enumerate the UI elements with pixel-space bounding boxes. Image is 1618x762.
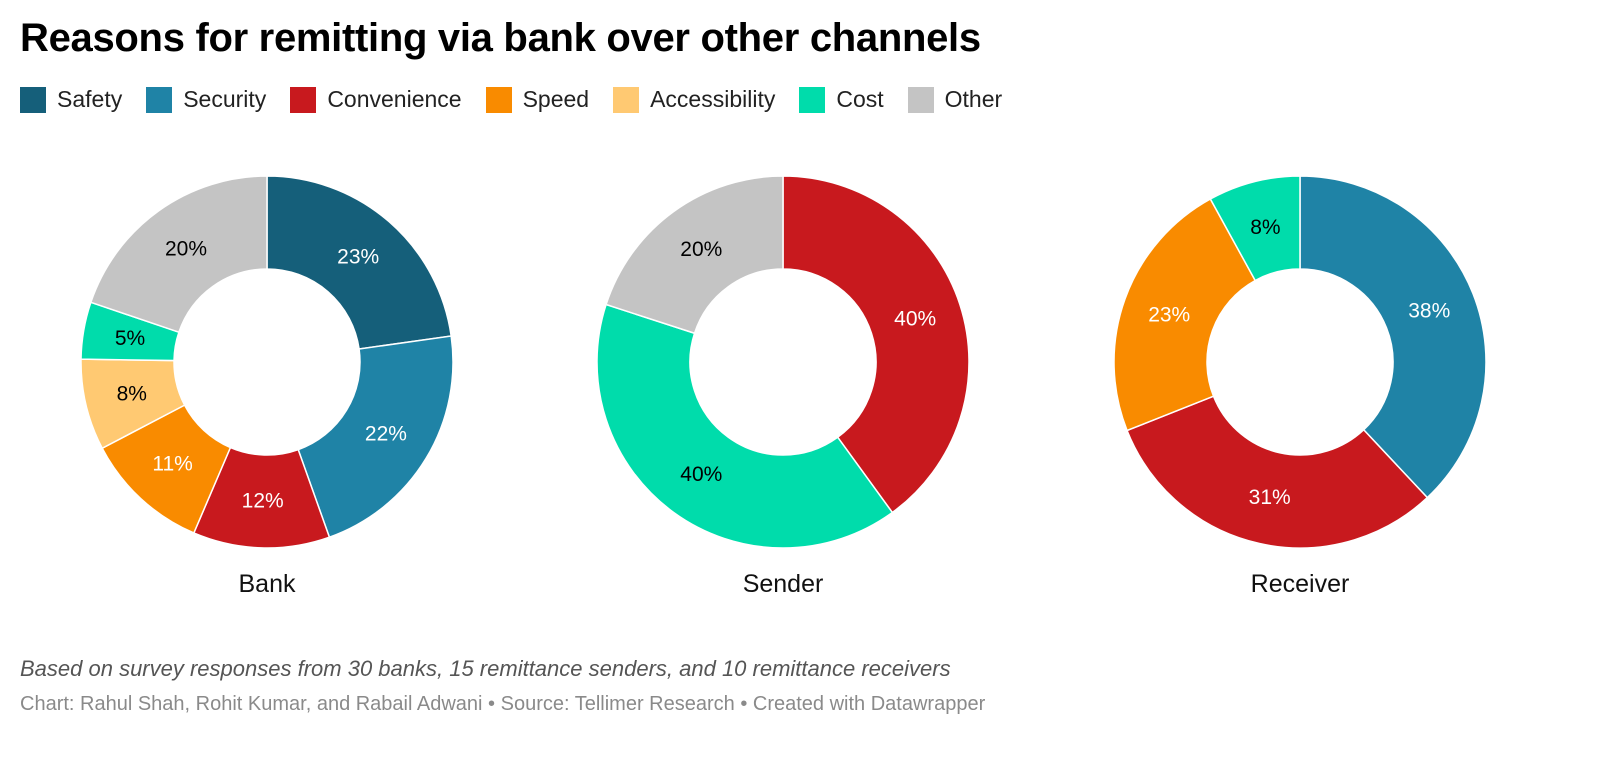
data-label-receiver-security: 38% [1408,299,1450,322]
legend-item-cost: Cost [799,86,884,113]
legend-item-safety: Safety [20,86,122,113]
legend-swatch [290,86,317,113]
data-label-receiver-convenience: 31% [1249,486,1291,509]
legend-label: Other [944,86,1003,112]
slice-sender-other [605,175,784,335]
data-label-bank-convenience: 12% [242,489,284,512]
legend-item-convenience: Convenience [290,86,462,113]
data-label-bank-accessibility: 8% [117,383,147,406]
donut-sender: 40% 40% 20% Sender [596,175,970,598]
donut-receiver: 38% 31% 23% 8% Receiver [1113,175,1487,598]
donut-charts: 23% 22% 12% 11% 8% 5% 20% Bank 40% 40% 20% Sender 38… [80,175,1487,598]
slice-sender-cost [596,303,894,549]
legend: Safety Security Convenience Speed Access… [20,86,1026,113]
legend-swatch [613,86,640,113]
legend-label: Cost [836,86,884,112]
slice-bank-safety [266,175,453,350]
legend-item-accessibility: Accessibility [613,86,775,113]
legend-swatch [20,86,46,113]
data-label-sender-other: 20% [680,238,722,261]
data-label-bank-safety: 23% [337,246,379,269]
legend-swatch [907,86,934,113]
legend-swatch [799,86,826,113]
chart-note: Based on survey responses from 30 banks,… [20,656,951,681]
slice-receiver-security [1299,175,1487,499]
legend-label: Security [183,86,267,112]
slice-bank-security [297,335,454,539]
legend-label: Convenience [327,86,462,112]
data-label-bank-cost: 5% [115,327,145,350]
legend-item-other: Other [907,86,1003,113]
data-label-bank-security: 22% [365,422,407,445]
slice-sender-convenience [782,175,970,514]
legend-label: Accessibility [650,86,776,112]
data-label-receiver-speed: 23% [1148,303,1190,326]
data-label-bank-other: 20% [165,238,207,261]
data-label-receiver-cost: 8% [1250,216,1280,239]
donut-bank: 23% 22% 12% 11% 8% 5% 20% Bank [80,175,454,598]
chart-label-sender: Sender [743,570,824,598]
data-label-sender-cost: 40% [680,463,722,486]
chart-label-bank: Bank [239,570,296,598]
data-label-bank-speed: 11% [152,453,192,476]
slice-bank-other [89,175,268,334]
legend-swatch [485,86,512,113]
legend-item-security: Security [146,86,266,113]
chart-credit: Chart: Rahul Shah, Rohit Kumar, and Raba… [20,693,986,715]
slice-receiver-speed [1113,197,1257,432]
legend-label: Safety [57,86,123,112]
slice-receiver-convenience [1126,395,1429,549]
chart-title: Reasons for remitting via bank over othe… [20,16,981,60]
data-label-sender-convenience: 40% [894,308,936,331]
legend-label: Speed [522,86,590,112]
legend-item-speed: Speed [485,86,590,113]
legend-swatch [146,86,173,113]
slice-receiver-cost [1209,175,1301,282]
chart-label-receiver: Receiver [1251,570,1350,598]
